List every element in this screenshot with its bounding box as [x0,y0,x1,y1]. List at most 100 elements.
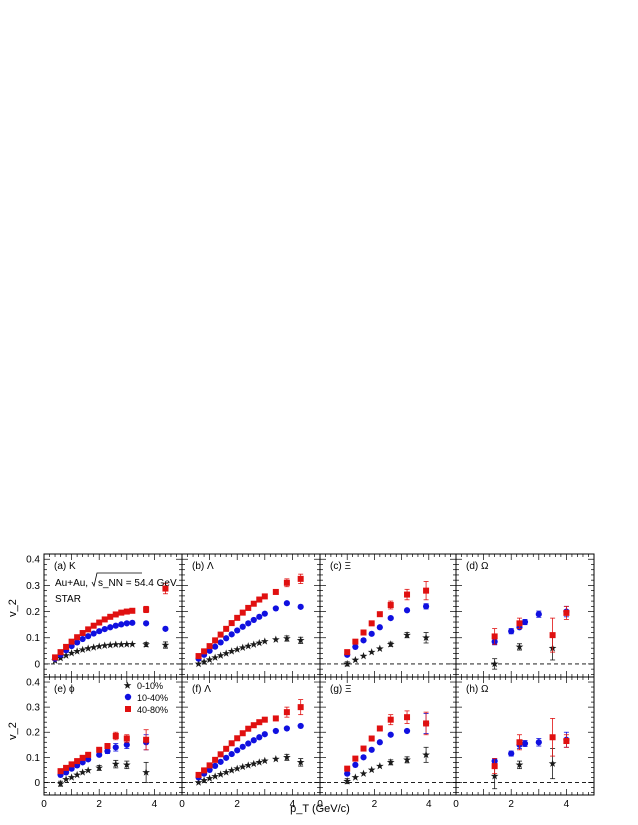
data-point-a-0-10% [122,640,131,648]
data-point-a-40-80% [143,606,150,613]
data-point-a-10-40% [143,620,150,627]
data-point-c-0-10% [351,655,360,664]
data-point-f-10-40% [217,758,224,765]
data-point-a-10-40% [107,624,114,631]
data-point-e-40-80% [68,761,75,768]
sqrt-sign [91,572,142,588]
data-point-a-40-80% [79,630,86,637]
panel-e: 0 0.1 0.2 0.3 0.4 0 2 4 (e) ϕ [26,676,183,810]
data-point-b-10-40% [250,616,257,624]
panel-h: 0 2 4 (h) Ω [453,676,595,810]
data-point-a-40-80% [162,585,169,592]
data-point-f-40-80% [239,730,246,737]
data-point-e-0-10% [73,770,81,779]
data-point-b-40-80% [223,625,230,632]
data-point-b-40-80% [212,637,219,644]
panel-frame [319,553,457,678]
data-point-d-40-80% [516,620,523,627]
data-point-d-40-80% [549,632,556,639]
x-axis-title: p_T (GeV/c) [290,803,350,815]
data-point-c-40-80% [368,620,375,627]
data-point-c-40-80% [344,649,351,656]
energy-label: s_NN = 54.4 GeV [98,578,177,589]
data-point-b-10-40% [234,627,241,634]
x-tick-label: 2 [508,799,514,810]
data-point-b-10-40% [223,635,230,642]
data-point-f-10-40% [297,722,304,730]
data-point-b-40-80% [239,609,246,616]
data-point-a-40-80% [90,622,97,629]
data-point-e-40-80% [74,758,81,765]
data-point-g-10-40% [376,739,383,746]
data-point-a-40-80% [101,616,108,623]
data-point-f-10-40% [283,725,290,732]
panel-label: (b) Λ [192,561,214,572]
data-point-c-10-40% [387,615,394,622]
x-tick-label: 4 [152,799,158,810]
data-point-f-40-80% [272,715,279,722]
data-point-f-40-80% [228,740,235,747]
panel-label: (h) Ω [466,684,489,695]
panel-d: (d) Ω [455,553,595,678]
data-point-c-40-80% [404,591,411,598]
data-point-a-10-40% [118,621,125,628]
data-point-a-10-40% [90,630,97,637]
panel-a: 0 0.1 0.2 0.3 0.4 (a) K [26,553,183,678]
data-point-g-40-80% [423,720,430,727]
data-point-g-40-80% [387,716,394,723]
data-point-b-10-40% [228,631,235,638]
panel-label: (g) Ξ [330,684,352,695]
data-point-f-40-80% [256,719,263,726]
data-point-f-0-10% [255,758,264,766]
panel-label: (a) K [54,561,76,572]
data-point-a-10-40% [101,626,108,633]
data-point-c-40-80% [352,638,359,645]
y-tick-label: 0.4 [26,678,40,689]
data-point-b-0-10% [244,642,253,650]
x-tick-label: 0 [179,799,185,810]
data-point-d-10-40% [508,628,515,635]
data-point-e-40-80% [57,768,64,775]
y-tick-label: 0.3 [26,703,40,714]
data-point-e-40-80% [123,735,130,742]
x-tick-label: 4 [564,799,570,810]
legend-marker-40-80 [125,706,131,712]
legend-marker-0-10 [123,681,132,689]
x-tick-label: 2 [372,799,378,810]
panel-b: (b) Λ [181,553,321,678]
data-point-b-10-40% [283,600,290,607]
data-point-b-0-10% [238,643,247,651]
data-point-f-10-40% [261,731,268,738]
data-point-b-10-40% [206,647,213,654]
data-point-b-0-10% [271,635,280,643]
data-point-a-0-10% [106,641,115,649]
data-point-h-10-40% [521,740,529,747]
data-point-g-40-80% [360,745,367,752]
x-tick-label: 2 [234,799,240,810]
data-point-b-10-40% [272,605,279,612]
data-point-f-40-80% [261,716,268,723]
panel-label: (f) Λ [192,684,211,695]
data-point-f-0-10% [249,759,258,768]
data-point-g-40-80% [368,735,375,742]
data-point-a-40-80% [85,626,92,633]
data-point-a-10-40% [85,633,92,640]
data-point-f-0-10% [260,756,269,765]
data-point-e-10-40% [96,751,103,758]
data-point-e-0-10% [67,773,76,781]
data-point-f-40-80% [297,704,304,711]
data-point-a-0-10% [111,640,120,648]
data-point-c-10-40% [376,624,383,631]
y-tick-label: 0 [34,778,40,789]
panel-c: (c) Ξ [319,553,457,678]
data-point-b-40-80% [195,653,202,660]
data-point-g-0-10% [375,762,384,770]
data-point-a-40-80% [123,608,130,615]
data-point-b-0-10% [249,640,258,648]
data-point-e-40-80% [85,751,92,758]
data-point-f-10-40% [250,737,257,744]
data-point-a-40-80% [68,638,75,645]
data-point-h-40-80% [491,763,498,770]
x-tick-label: 0 [317,799,323,810]
